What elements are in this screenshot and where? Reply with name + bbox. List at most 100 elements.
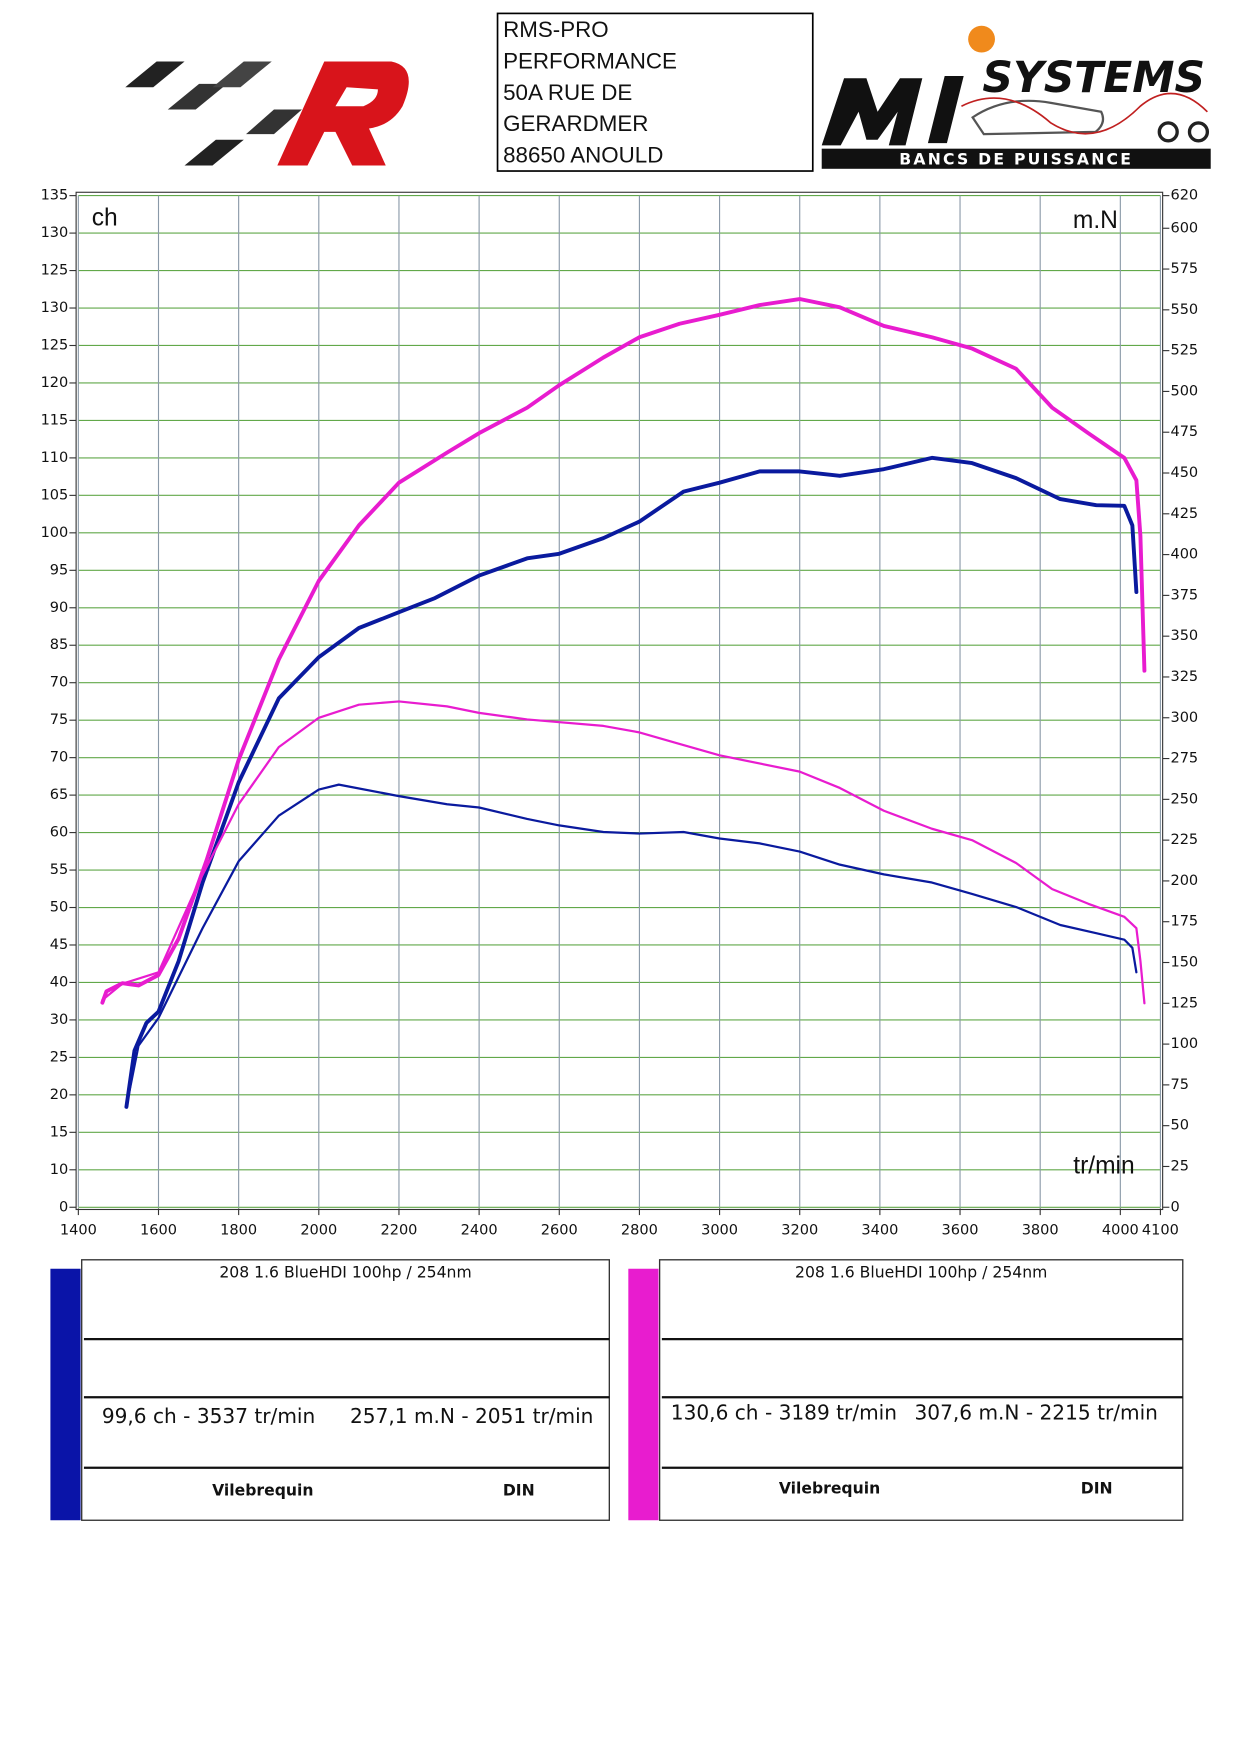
x-tick-label: 2600 [541, 1223, 578, 1239]
x-tick-label: 3600 [942, 1223, 979, 1239]
x-tick-label: 2000 [300, 1223, 337, 1239]
run-color-strip [628, 1268, 659, 1521]
run-norm: DIN [503, 1481, 535, 1500]
y-tick-label: 125 [41, 263, 69, 279]
y2-tick-label: 550 [1170, 302, 1198, 318]
run-crank: Vilebrequin [779, 1478, 880, 1497]
run-box [81, 1259, 610, 1521]
y-tick-label: 105 [41, 487, 69, 503]
y2-tick-label: 600 [1170, 220, 1198, 236]
y2-tick-label: 0 [1170, 1199, 1179, 1215]
y2-tick-label: 275 [1170, 751, 1198, 767]
y2-tick-label: 325 [1170, 669, 1198, 685]
address-box [496, 12, 814, 172]
y-tick-label: 50 [50, 900, 68, 916]
y2-tick-label: 525 [1170, 343, 1198, 359]
y-tick-label: 60 [50, 825, 68, 841]
y2-tick-label: 300 [1170, 710, 1198, 726]
x-tick-label: 4100 [1142, 1223, 1179, 1239]
y2-tick-label: 450 [1170, 465, 1198, 481]
y-tick-label: 65 [50, 787, 68, 803]
x-tick-label: 2800 [621, 1223, 658, 1239]
y2-tick-label: 100 [1170, 1036, 1198, 1052]
y-tick-label: 120 [41, 375, 69, 391]
y2-tick-label: 175 [1170, 914, 1198, 930]
x-tick-label: 2400 [461, 1223, 498, 1239]
x-tick-label: 1600 [140, 1223, 177, 1239]
curve [125, 783, 1138, 1108]
y-tick-label: 20 [50, 1087, 68, 1103]
y2-tick-label: 475 [1170, 424, 1198, 440]
y2-tick-label: 620 [1170, 188, 1198, 204]
y-tick-label: 115 [41, 412, 69, 428]
run-box [658, 1259, 1184, 1521]
curve [100, 297, 1147, 1005]
rms-logo [125, 61, 409, 166]
mi-systems-logo: SYSTEMS BANCS DE PUISSANCE [821, 25, 1211, 169]
y2-tick-label: 575 [1170, 261, 1198, 277]
logo-brand: SYSTEMS [982, 54, 1205, 103]
x-tick-label: 2200 [380, 1223, 417, 1239]
run-torque: 257,1 m.N - 2051 tr/min [350, 1404, 593, 1428]
x-tick-label: 1400 [60, 1223, 97, 1239]
run-norm: DIN [1081, 1478, 1113, 1497]
y-tick-label: 0 [59, 1199, 68, 1215]
y2-tick-label: 125 [1170, 995, 1198, 1011]
y-tick-label: 125 [41, 337, 69, 353]
x-tick-label: 3800 [1022, 1223, 1059, 1239]
x-tick-label: 3400 [861, 1223, 898, 1239]
y-tick-label: 110 [41, 450, 69, 466]
run-crank: Vilebrequin [212, 1481, 313, 1500]
address-line: GERARDMER [503, 111, 648, 136]
x-tick-label: 4000 [1102, 1223, 1139, 1239]
address-line: 88650 ANOULD [503, 142, 663, 167]
y-tick-label: 75 [50, 712, 68, 728]
x-axis-label: tr/min [1073, 1153, 1134, 1180]
address-line: 50A RUE DE [503, 80, 632, 105]
y-tick-label: 130 [41, 225, 69, 241]
run-power: 99,6 ch - 3537 tr/min [102, 1404, 315, 1428]
y2-tick-label: 375 [1170, 587, 1198, 603]
y-tick-label: 135 [41, 188, 69, 204]
plot-frame [75, 191, 1164, 1211]
run-title: 208 1.6 BlueHDI 100hp / 254nm [219, 1263, 471, 1282]
y2-tick-label: 225 [1170, 832, 1198, 848]
run-power: 130,6 ch - 3189 tr/min [671, 1401, 897, 1425]
logo-tagline: BANCS DE PUISSANCE [899, 149, 1133, 168]
x-tick-label: 3000 [701, 1223, 738, 1239]
y-tick-label: 70 [50, 750, 68, 766]
y-tick-label: 55 [50, 862, 68, 878]
y-tick-label: 100 [41, 525, 69, 541]
curve [101, 700, 1146, 1005]
run-title: 208 1.6 BlueHDI 100hp / 254nm [795, 1263, 1047, 1282]
address-line: PERFORMANCE [503, 49, 677, 74]
y2-axis-label: m.N [1073, 207, 1118, 234]
y2-tick-label: 25 [1170, 1158, 1188, 1174]
y-axis-label: ch [92, 205, 118, 232]
y-tick-label: 10 [50, 1162, 68, 1178]
y2-tick-label: 200 [1170, 873, 1198, 889]
legend: 208 1.6 BlueHDI 100hp / 254nm 99,6 ch - 3… [50, 1259, 1184, 1521]
y-tick-label: 95 [50, 562, 68, 578]
y-tick-label: 15 [50, 1124, 68, 1140]
x-tick-label: 1800 [220, 1223, 257, 1239]
x-tick-label: 3200 [781, 1223, 818, 1239]
y-tick-label: 30 [50, 1012, 68, 1028]
address-line: RMS-PRO [503, 17, 609, 42]
y2-tick-label: 75 [1170, 1077, 1188, 1093]
y2-tick-label: 250 [1170, 791, 1198, 807]
curve [124, 455, 1139, 1109]
y2-tick-label: 500 [1170, 383, 1198, 399]
y-tick-label: 85 [50, 637, 68, 653]
y-tick-label: 130 [41, 300, 69, 316]
y-tick-label: 45 [50, 937, 68, 953]
y2-tick-label: 350 [1170, 628, 1198, 644]
y-tick-label: 25 [50, 1049, 68, 1065]
y-tick-label: 40 [50, 974, 68, 990]
y-tick-label: 90 [50, 600, 68, 616]
run-torque: 307,6 m.N - 2215 tr/min [914, 1401, 1157, 1425]
y2-tick-label: 150 [1170, 955, 1198, 971]
y2-tick-label: 50 [1170, 1118, 1188, 1134]
y-tick-label: 70 [50, 675, 68, 691]
